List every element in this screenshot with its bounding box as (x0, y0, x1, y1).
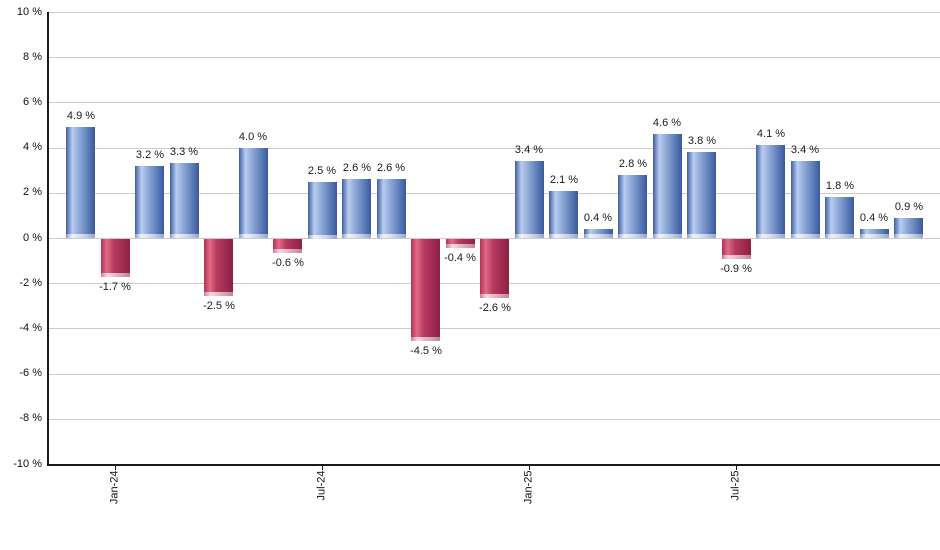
gridline--6% (48, 374, 940, 375)
bar-Oct-25 (825, 197, 854, 238)
bar-Feb-25 (549, 191, 578, 238)
y-axis-label: 0 % (23, 232, 42, 244)
bar-value-label-May-25: 4.6 % (652, 117, 682, 129)
y-axis-label: 10 % (16, 6, 42, 18)
bar-Dec-24 (480, 239, 509, 298)
bar-value-label-Jun-25: 3.8 % (687, 135, 717, 147)
x-axis-label-Jul-24: Jul-24 (315, 470, 328, 501)
bar-Nov-24 (446, 239, 475, 248)
x-axis-tick-Jan-24 (115, 464, 116, 470)
bar-value-label-Nov-24: -0.4 % (444, 252, 476, 264)
bar-value-label-Dec-25: 0.9 % (894, 201, 924, 213)
y-axis-label: -8 % (19, 412, 42, 424)
bar-Jul-25 (722, 239, 751, 259)
bar-Apr-25 (618, 175, 647, 238)
y-axis-label: -6 % (19, 367, 42, 379)
gridline--4% (48, 328, 940, 329)
bar-value-label-Oct-24: -4.5 % (410, 345, 442, 357)
bar-value-label-Apr-24: -2.5 % (203, 300, 235, 312)
x-axis-tick-Jul-25 (736, 464, 737, 470)
bar-value-label-Feb-24: 3.2 % (135, 149, 165, 161)
bar-Aug-25 (756, 145, 785, 238)
bar-Jun-25 (687, 152, 716, 238)
bar-value-label-Feb-25: 2.1 % (549, 174, 579, 186)
bar-value-label-May-24: 4.0 % (238, 131, 268, 143)
bar-Jan-25 (515, 161, 544, 238)
bar-value-label-Oct-25: 1.8 % (825, 180, 855, 192)
gridline--8% (48, 419, 940, 420)
bar-Nov-25 (860, 229, 889, 238)
bar-Dec-25 (894, 218, 923, 238)
bar-Feb-24 (135, 166, 164, 238)
bar-Mar-24 (170, 163, 199, 238)
bar-Jun-24 (273, 239, 302, 253)
x-axis-label-Jan-24: Jan-24 (108, 470, 121, 505)
gridline-6% (48, 102, 940, 103)
bar-value-label-Aug-24: 2.6 % (342, 162, 372, 174)
bar-May-24 (239, 148, 268, 238)
gridline-2% (48, 193, 940, 194)
bar-value-label-Mar-25: 0.4 % (583, 212, 613, 224)
bar-value-label-Jan-25: 3.4 % (514, 144, 544, 156)
bar-value-label-Aug-25: 4.1 % (756, 128, 786, 140)
gridline-4% (48, 148, 940, 149)
x-axis-tick-Jul-24 (322, 464, 323, 470)
bar-Jul-24 (308, 182, 337, 239)
bar-Dec-23 (66, 127, 95, 238)
bar-value-label-Dec-23: 4.9 % (66, 110, 96, 122)
x-axis-label-Jan-25: Jan-25 (522, 470, 535, 505)
y-axis-label: 4 % (23, 141, 42, 153)
bar-Apr-24 (204, 239, 233, 296)
y-axis-label: 8 % (23, 51, 42, 63)
bar-Aug-24 (342, 179, 371, 238)
bar-value-label-Sep-24: 2.6 % (376, 162, 406, 174)
bar-Sep-24 (377, 179, 406, 238)
bar-Oct-24 (411, 239, 440, 341)
bar-value-label-Jan-24: -1.7 % (99, 281, 131, 293)
y-axis-label: -4 % (19, 322, 42, 334)
x-axis-label-Jul-25: Jul-25 (729, 470, 742, 501)
bar-Jan-24 (101, 239, 130, 277)
bar-Mar-25 (584, 229, 613, 238)
bar-value-label-Apr-25: 2.8 % (618, 158, 648, 170)
gridline-8% (48, 57, 940, 58)
x-axis-tick-Jan-25 (529, 464, 530, 470)
bar-Sep-25 (791, 161, 820, 238)
y-axis-label: 2 % (23, 186, 42, 198)
bar-value-label-Mar-24: 3.3 % (169, 146, 199, 158)
bar-value-label-Jun-24: -0.6 % (272, 257, 304, 269)
bar-value-label-Jul-25: -0.9 % (720, 263, 752, 275)
bar-value-label-Dec-24: -2.6 % (479, 302, 511, 314)
bar-value-label-Sep-25: 3.4 % (790, 144, 820, 156)
bar-value-label-Jul-24: 2.5 % (307, 165, 337, 177)
gridline-10% (48, 12, 940, 13)
bar-May-25 (653, 134, 682, 238)
y-axis-line (47, 12, 49, 466)
x-axis-line (47, 464, 940, 466)
y-axis-label: -10 % (13, 458, 42, 470)
y-axis-label: -2 % (19, 277, 42, 289)
gridline-0% (48, 238, 940, 239)
y-axis-label: 6 % (23, 96, 42, 108)
bar-value-label-Nov-25: 0.4 % (859, 212, 889, 224)
